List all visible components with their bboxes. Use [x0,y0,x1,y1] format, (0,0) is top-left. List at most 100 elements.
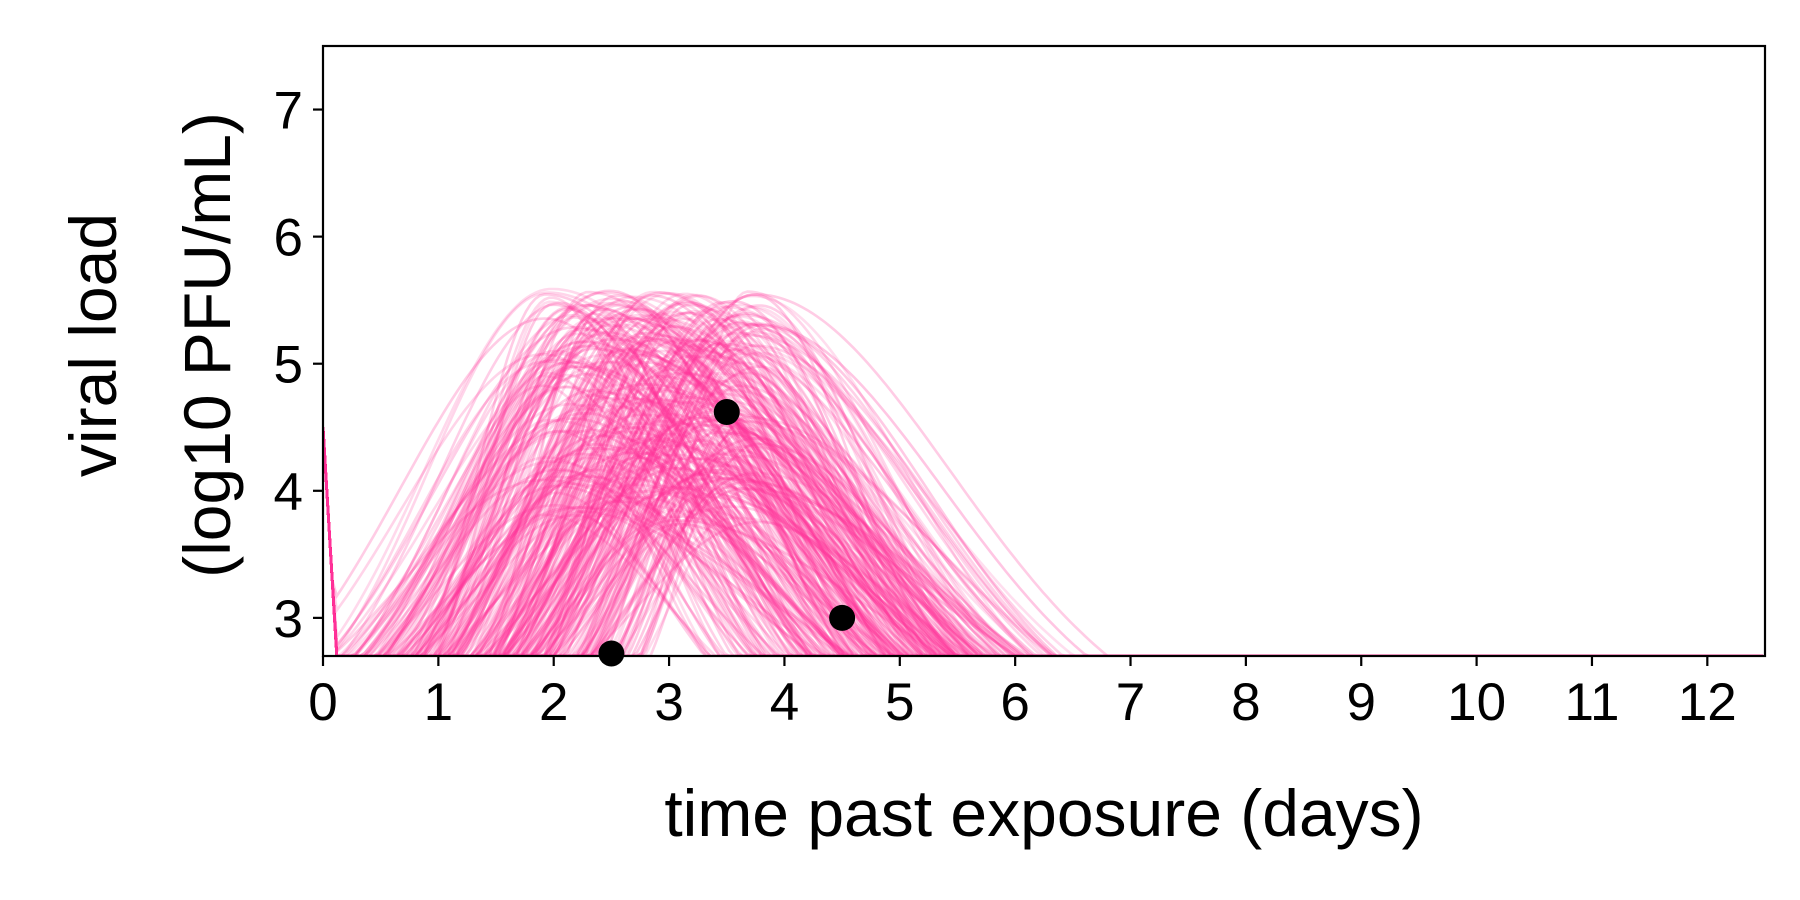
trajectory-line [323,363,1763,656]
trajectory-line [323,342,1763,656]
trajectory-line [323,358,1763,656]
trajectory-line [323,359,1763,656]
trajectory-line [323,427,1763,656]
trajectory-line [323,305,1763,656]
trajectory-line [323,308,1763,656]
trajectory-line [323,317,1763,656]
trajectory-line [323,360,1763,656]
trajectory-line [323,427,1763,656]
trajectory-line [323,287,1763,656]
trajectory-line [323,337,1763,656]
trajectory-line [323,427,1763,656]
trajectory-line [323,401,1763,656]
trajectory-line [323,427,1763,656]
trajectory-line [323,360,1763,656]
x-tick-label: 12 [1678,673,1737,732]
trajectory-line [323,311,1763,656]
trajectory-line [323,427,1763,656]
trajectory-line [323,309,1763,656]
trajectory-line [323,374,1763,656]
trajectory-line [323,299,1763,656]
x-tick-label: 7 [1116,673,1145,732]
trajectory-line [323,419,1763,656]
trajectory-line [323,335,1763,656]
trajectory-line [323,427,1763,656]
trajectory-line [323,324,1763,656]
trajectory-line [323,427,1763,656]
trajectory-line [323,307,1763,656]
trajectory-line [323,427,1763,656]
trajectory-line [323,427,1763,656]
trajectory-line [323,427,1763,656]
trajectory-line [323,345,1763,656]
trajectory-line [323,427,1763,656]
trajectory-line [323,361,1763,656]
trajectory-line [323,427,1763,656]
trajectory-line [323,379,1763,656]
trajectory-line [323,310,1763,656]
trajectory-line [323,388,1763,656]
trajectory-line [323,419,1763,656]
trajectory-line [323,342,1763,656]
trajectory-line [323,407,1763,656]
trajectory-line [323,300,1763,656]
trajectory-line [323,302,1763,656]
trajectory-line [323,372,1763,656]
trajectory-line [323,427,1763,656]
trajectory-line [323,427,1763,656]
trajectory-line [323,427,1763,656]
trajectory-line [323,347,1763,656]
trajectory-line [323,291,1763,656]
trajectory-line [323,313,1763,656]
trajectory-line [323,427,1763,656]
trajectory-line [323,317,1763,656]
trajectory-line [323,307,1763,656]
trajectory-line [323,352,1763,656]
trajectory-line [323,427,1763,656]
trajectory-line [323,393,1763,656]
trajectory-line [323,317,1763,656]
x-tick-label: 2 [539,673,568,732]
trajectory-line [323,427,1763,656]
trajectory-line [323,291,1763,656]
trajectory-line [323,323,1763,656]
trajectory-line [323,292,1763,656]
trajectory-line [323,427,1763,656]
trajectory-line [323,400,1763,656]
trajectory-line [323,389,1763,656]
y-tick-label: 3 [274,590,303,649]
trajectory-line [323,396,1763,656]
trajectory-line [323,420,1763,656]
trajectory-line [323,407,1763,656]
trajectory-line [323,331,1763,656]
trajectory-line [323,418,1763,656]
trajectory-line [323,427,1763,656]
trajectory-line [323,411,1763,656]
x-tick-label: 5 [885,673,914,732]
trajectory-line [323,427,1763,656]
trajectory-line [323,427,1763,656]
trajectory-line [323,427,1763,656]
trajectory-line [323,371,1763,656]
trajectory-line [323,427,1763,656]
trajectory-line [323,427,1763,656]
trajectory-line [323,302,1763,656]
trajectory-line [323,354,1763,656]
trajectory-line [323,396,1763,656]
trajectory-line [323,427,1763,656]
trajectory-line [323,323,1763,656]
trajectory-line [323,293,1763,656]
trajectory-line [323,340,1763,656]
trajectory-line [323,427,1763,656]
trajectory-line [323,361,1763,656]
trajectory-line [323,427,1763,656]
trajectory-line [323,365,1763,656]
trajectory-line [323,427,1763,656]
trajectory-line [323,404,1763,656]
x-tick-label: 11 [1564,673,1619,732]
trajectory-line [323,427,1763,656]
trajectory-line [323,422,1763,656]
trajectory-line [323,385,1763,656]
trajectory-line [323,427,1763,656]
trajectory-line [323,295,1763,656]
